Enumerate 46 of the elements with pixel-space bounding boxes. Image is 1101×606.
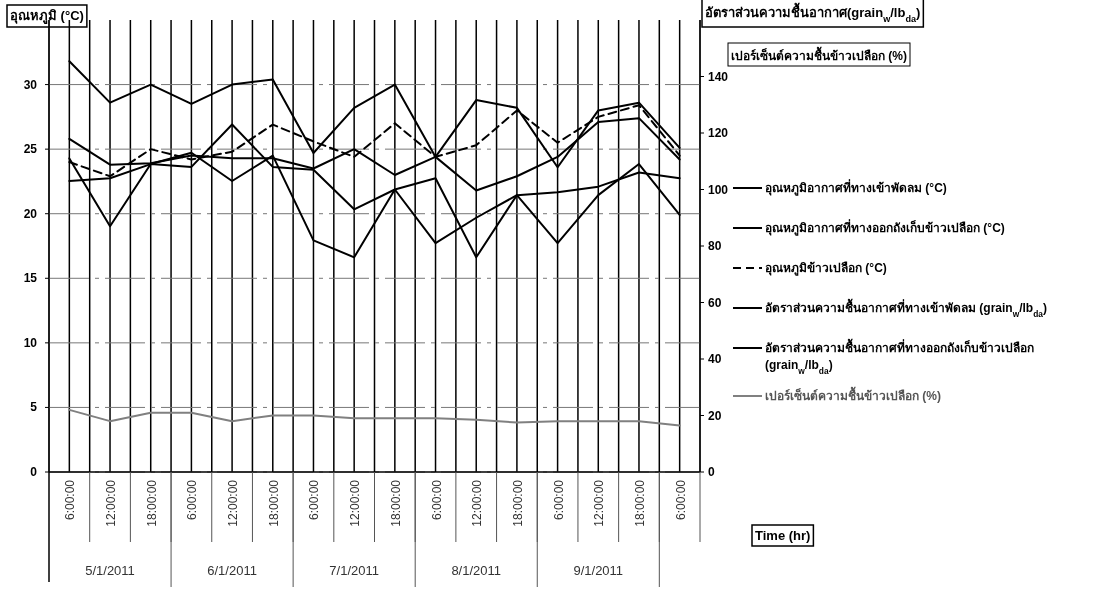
text: 5/1/2011 [85,563,135,578]
y-tick-label: 30 [23,77,38,92]
legend-label: อุณหภูมิอากาศที่ทางออกถังเก็บข้าวเปลือก (°C) [765,219,1005,236]
x-tick-label: 6:00:00 [673,479,688,521]
legend-label: เปอร์เซ็นต์ความชื้นข้าวเปลือก (%) [765,386,941,403]
y2-tick-label: 100 [708,182,729,197]
x-tick-label: 6:00:00 [551,479,566,521]
y-tick-label: 15 [23,271,38,286]
y2-tick-label: 40 [708,352,722,366]
y2-tick-label: 80 [708,239,722,253]
x-tick-label: 18:00:00 [388,479,403,527]
x-tick-label: 12:00:00 [592,479,607,527]
y2-axis-title: อัตราส่วนความชื้นอากาศ(grain$_{w}$/lb$_{da}$) [705,2,921,24]
y-tick-label: 25 [23,142,38,157]
y2-tick-label: 140 [708,69,729,84]
x-tick-label: 12:00:00 [104,479,119,527]
y-tick-label: 20 [23,206,38,221]
text: 8/1/2011 [451,563,502,578]
x-tick-label: 18:00:00 [632,479,647,527]
text: 7/1/2011 [329,563,379,578]
x-tick-label: 6:00:00 [185,479,200,521]
y-tick-label: 0 [30,465,38,479]
legend-label: อุณหภูมิข้าวเปลือก (°C) [765,261,887,276]
legend-label: อัตราส่วนความชื้นอากาศที่ทางเข้าพัดลม (grain$_{w}$/lb$_{da}$) [765,298,1047,319]
x-axis-title: Time (hr) [755,528,811,543]
y2-tick-label: 60 [708,295,722,310]
legend-label: อัตราส่วนความชื้นอากาศที่ทางออกถังเก็บข้าวเปลือก (grain$_{w}$/lb$_{da}$) [765,338,1034,376]
x-tick-label: 6:00:00 [63,479,78,521]
x-tick-label: 12:00:00 [226,479,241,527]
text: 9/1/2011 [573,563,624,578]
x-tick-label: 12:00:00 [348,479,363,527]
text: 6/1/2011 [207,563,257,578]
y-tick-label: 10 [23,335,38,350]
x-tick-label: 6:00:00 [307,479,322,521]
x-tick-label: 18:00:00 [510,479,525,527]
y-axis-title: อุณหภูมิ (°C) [10,8,84,24]
x-tick-label: 18:00:00 [144,479,159,527]
y2-tick-label: 0 [708,465,715,479]
y2-tick-label: 20 [708,408,722,423]
legend-label: อุณหภูมิอากาศที่ทางเข้าพัดลม (°C) [765,179,947,196]
x-tick-label: 6:00:00 [429,479,444,521]
y2-tick-label: 120 [708,126,729,140]
text: เปอร์เซ็นต์ความชื้นข้าวเปลือก (%) [731,46,907,63]
x-tick-label: 12:00:00 [470,479,485,527]
y-tick-label: 5 [30,400,38,415]
x-tick-label: 18:00:00 [266,479,281,527]
